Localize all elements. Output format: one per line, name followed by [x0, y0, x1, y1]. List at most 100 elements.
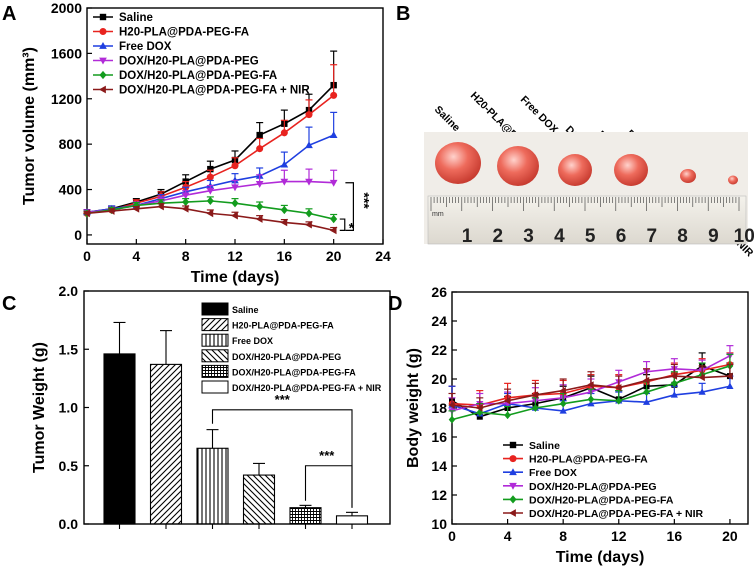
significance-bracket — [304, 465, 353, 508]
data-point — [206, 209, 214, 218]
ruler-number: 7 — [647, 226, 658, 247]
data-point — [206, 187, 215, 195]
legend-entry: DOX/H20-PLA@PDA-PEG-FA + NIR — [201, 380, 382, 394]
data-point — [182, 197, 190, 207]
legend-label: DOX/H20-PLA@PDA-PEG — [232, 352, 341, 362]
legend-entry: DOX/H20-PLA@PDA-PEG — [93, 56, 259, 68]
ruler-number: 4 — [554, 226, 565, 247]
y-axis-label: Tumor Weight (g) — [31, 342, 48, 473]
data-point — [532, 404, 539, 412]
data-point — [329, 226, 337, 235]
legend-swatch — [201, 349, 229, 363]
tumor-specimen-1 — [435, 142, 481, 184]
legend-entry: H20-PLA@PDA-PEG-FA — [93, 27, 249, 39]
y-axis-label: Tumor volume (mm³) — [21, 47, 38, 205]
data-point — [615, 396, 623, 405]
y-tick-label: 14 — [431, 458, 447, 474]
y-tick-label: 10 — [431, 516, 447, 532]
legend-label: H20-PLA@PDA-PEG-FA — [232, 321, 334, 331]
legend-label: Saline — [119, 12, 153, 24]
data-point — [698, 373, 705, 382]
series-5 — [83, 196, 338, 224]
x-tick-label: 8 — [559, 528, 567, 544]
legend-label: DOX/H20-PLA@PDA-PEG-FA — [119, 70, 277, 82]
data-point — [615, 384, 622, 392]
y-tick-label: 20 — [431, 371, 447, 387]
significance-stars: * — [349, 220, 355, 236]
x-tick-label: 4 — [132, 248, 140, 264]
legend-marker — [99, 70, 107, 80]
x-tick-label: 16 — [667, 528, 683, 544]
legend-label: DOX/H20-PLA@PDA-PEG-FA — [529, 494, 674, 506]
bar-1 — [103, 353, 136, 525]
tumor-specimen-5 — [680, 169, 696, 183]
legend-entry: DOX/H20-PLA@PDA-PEG-FA + NIR — [503, 508, 703, 520]
significance-bracket — [345, 182, 354, 231]
legend-label: Free DOX — [529, 467, 577, 479]
legend-label: Free DOX — [232, 336, 273, 346]
data-point — [671, 379, 678, 388]
legend-marker — [99, 42, 107, 49]
sample-label: Free DOX — [518, 94, 560, 136]
legend-entry: DOX/H20-PLA@PDA-PEG-FA + NIR — [93, 85, 310, 97]
data-point — [207, 165, 214, 173]
legend-marker — [99, 57, 107, 65]
legend-swatch — [201, 380, 229, 394]
data-point — [476, 413, 483, 420]
bar-6 — [335, 515, 369, 525]
legend-label: H20-PLA@PDA-PEG-FA — [119, 27, 249, 39]
legend-entry: DOX/H20-PLA@PDA-PEG-FA — [93, 70, 277, 82]
data-point — [181, 204, 189, 213]
data-point — [698, 388, 706, 395]
legend-entry: DOX/H20-PLA@PDA-PEG — [503, 481, 657, 493]
panel-label-a: A — [2, 3, 16, 25]
tumor-specimen-4 — [614, 154, 648, 186]
data-point — [559, 407, 567, 414]
y-tick-label: 1.0 — [59, 400, 79, 416]
x-tick-label: 12 — [227, 248, 243, 264]
legend-label: DOX/H20-PLA@PDA-PEG-FA + NIR — [232, 383, 382, 393]
ruler-number: 6 — [616, 226, 627, 247]
legend-marker — [509, 441, 517, 449]
legend-entry: DOX/H20-PLA@PDA-PEG-FA — [201, 364, 356, 378]
y-tick-label: 0 — [74, 227, 82, 243]
data-point — [305, 111, 313, 119]
x-tick-label: 0 — [83, 248, 91, 264]
data-point — [132, 204, 140, 213]
y-tick-label: 1600 — [51, 45, 82, 61]
significance-bracket — [211, 409, 353, 508]
data-point — [280, 160, 289, 168]
legend-label: DOX/H20-PLA@PDA-PEG-FA — [232, 367, 356, 377]
data-point — [670, 391, 678, 398]
panel-label-b: B — [396, 3, 410, 25]
data-point — [329, 131, 338, 138]
data-point — [157, 202, 164, 211]
tumor-specimen-3 — [558, 154, 592, 186]
data-point — [231, 162, 239, 170]
legend-label: DOX/H20-PLA@PDA-PEG-FA + NIR — [529, 508, 703, 520]
legend-label: DOX/H20-PLA@PDA-PEG — [529, 481, 657, 493]
data-point — [587, 395, 595, 404]
data-point — [726, 382, 734, 389]
ruler-number: 1 — [462, 226, 473, 247]
y-tick-label: 12 — [431, 487, 447, 503]
bar-2 — [149, 363, 183, 525]
data-point — [642, 376, 650, 385]
panel-label-d: D — [388, 293, 402, 315]
legend-swatch — [201, 318, 229, 332]
y-tick-label: 0.5 — [59, 458, 79, 474]
legend-swatch — [201, 333, 229, 347]
x-tick-label: 12 — [611, 528, 627, 544]
data-point — [305, 178, 313, 186]
y-tick-label: 2.0 — [59, 283, 79, 299]
y-tick-label: 22 — [431, 342, 447, 358]
data-point — [107, 207, 115, 215]
legend-entry: DOX/H20-PLA@PDA-PEG-FA — [503, 494, 674, 506]
y-tick-label: 26 — [431, 284, 447, 300]
data-point — [280, 178, 289, 186]
data-point — [83, 209, 90, 218]
legend-marker — [509, 495, 517, 504]
legend-marker — [509, 509, 516, 517]
bar-3 — [196, 447, 229, 525]
x-tick-label: 0 — [448, 528, 456, 544]
